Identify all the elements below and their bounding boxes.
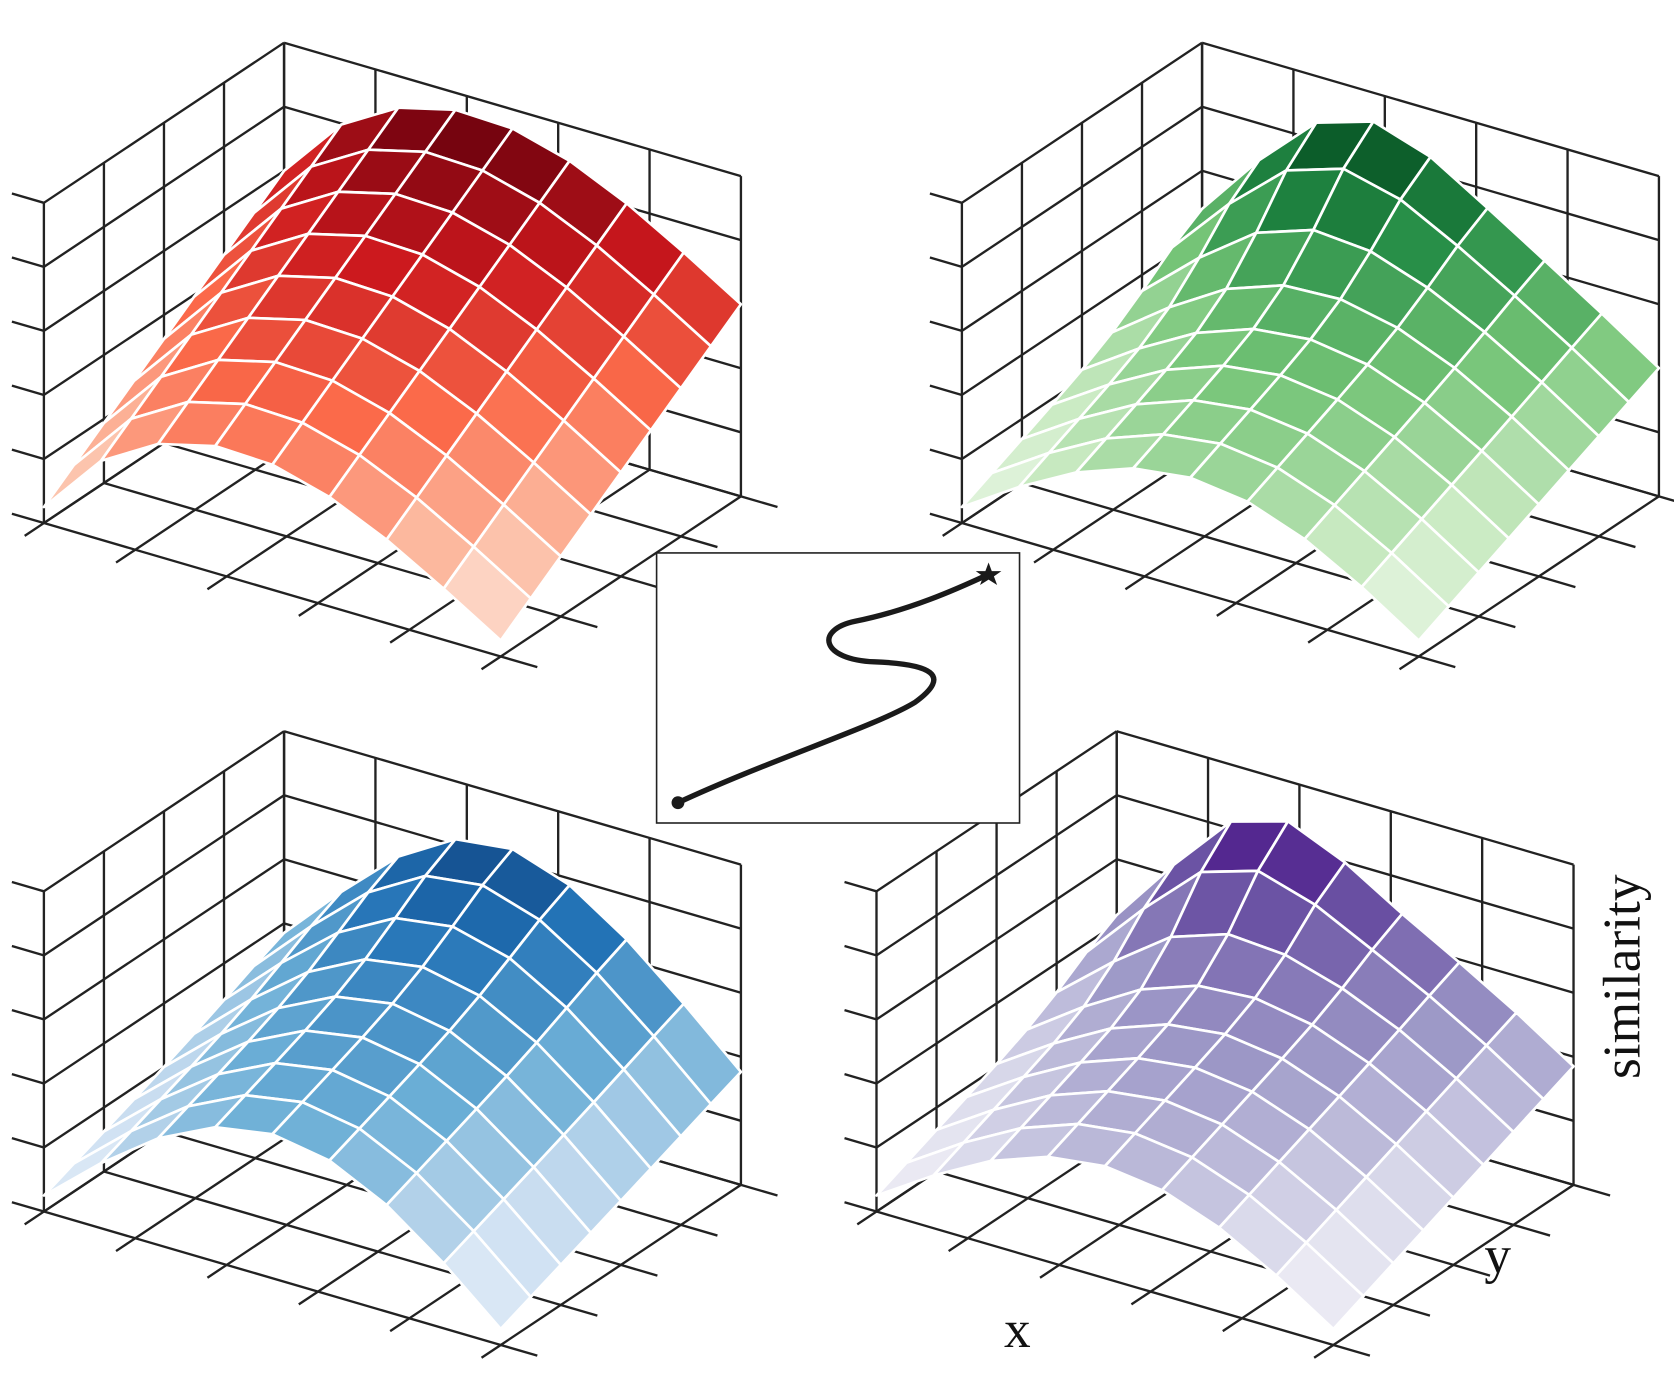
tick: [1418, 655, 1456, 669]
tick: [1039, 1263, 1060, 1279]
tick: [560, 615, 598, 629]
tick: [480, 1343, 502, 1359]
surface-patch: [442, 545, 533, 642]
tick: [680, 1223, 718, 1237]
tick: [856, 1210, 878, 1226]
tick: [1598, 535, 1636, 549]
tick: [11, 880, 45, 893]
wall-grid: [283, 730, 742, 866]
tick: [11, 448, 45, 461]
tick: [11, 320, 45, 333]
tick: [11, 1008, 45, 1021]
trajectory-inset: [655, 552, 1021, 824]
tick: [560, 1303, 598, 1317]
tick: [929, 512, 963, 525]
floor-grid: [876, 1210, 1334, 1347]
end-star: [975, 562, 1002, 585]
y-axis-label: y: [1484, 1224, 1511, 1284]
tick: [1130, 1290, 1152, 1306]
tick: [500, 655, 538, 669]
tick: [480, 655, 502, 671]
tick: [11, 512, 45, 525]
tick: [1573, 1183, 1611, 1197]
start-point: [671, 796, 685, 810]
x-axis-label: x: [1004, 1299, 1031, 1359]
tick: [1658, 495, 1674, 502]
surface-panel: [11, 730, 778, 1359]
tick: [206, 1263, 228, 1279]
tick: [500, 1343, 538, 1357]
tick: [24, 1210, 45, 1226]
tick: [844, 1072, 877, 1085]
tick: [1307, 628, 1329, 644]
tick: [620, 1263, 658, 1277]
tick: [11, 256, 45, 268]
tick: [740, 1183, 778, 1197]
tick: [844, 1137, 877, 1149]
tick: [1538, 575, 1576, 589]
tick: [11, 384, 45, 397]
surface-patch: [1360, 551, 1451, 642]
tick: [1333, 1343, 1371, 1357]
tick: [1478, 615, 1516, 629]
tick: [929, 448, 963, 461]
surface-panel: [11, 41, 778, 671]
surface-panel: [929, 41, 1674, 671]
tick: [298, 602, 319, 617]
floor-grid: [43, 521, 502, 658]
tick: [1453, 1263, 1491, 1277]
tick: [1398, 655, 1420, 671]
wall-grid: [283, 41, 742, 178]
tick: [929, 320, 963, 333]
tick: [1393, 1303, 1431, 1317]
tick: [298, 1290, 319, 1306]
tick: [948, 1237, 969, 1253]
tick: [680, 535, 718, 549]
tick: [11, 1072, 45, 1085]
z-axis-label: similarity: [1592, 874, 1652, 1079]
tick: [24, 522, 45, 537]
tick: [929, 192, 963, 204]
tick: [389, 628, 411, 644]
tick: [620, 575, 658, 589]
tick: [740, 495, 778, 509]
tick: [206, 575, 228, 591]
tick: [11, 944, 45, 957]
tick: [115, 548, 136, 564]
inset-frame: [655, 552, 1021, 824]
tick: [1513, 1223, 1551, 1237]
trajectory: [675, 571, 992, 806]
tick: [1313, 1343, 1335, 1359]
tick: [942, 522, 963, 537]
tick: [11, 1137, 45, 1149]
tick: [11, 192, 45, 204]
tick: [844, 1201, 877, 1213]
wall-grid: [1201, 41, 1660, 178]
tick: [929, 384, 963, 397]
tick: [1222, 1317, 1243, 1333]
surface-patch: [442, 1229, 533, 1331]
surface-panels: [11, 41, 1674, 1359]
tick: [115, 1237, 136, 1253]
tick: [1033, 548, 1054, 564]
tick: [11, 1201, 45, 1213]
floor-grid: [961, 521, 1420, 658]
tick: [844, 880, 877, 893]
tick: [844, 1008, 877, 1021]
tick: [1124, 575, 1146, 591]
surface-panel: [844, 730, 1611, 1359]
floor-grid: [43, 1210, 502, 1347]
tick: [929, 256, 963, 268]
wall-grid: [1116, 730, 1574, 866]
surface-patch: [1274, 1241, 1365, 1331]
tick: [389, 1317, 411, 1333]
tick: [844, 944, 877, 957]
tick: [1216, 602, 1237, 617]
